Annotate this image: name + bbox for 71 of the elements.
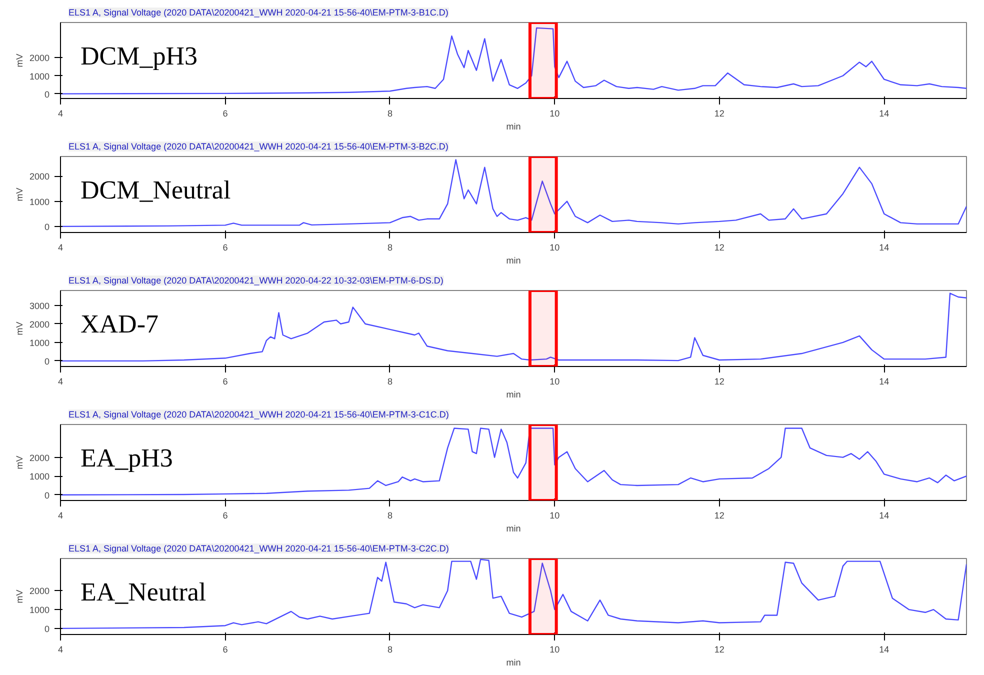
x-tick-label: 6: [222, 510, 228, 520]
x-axis-title: min: [506, 524, 521, 534]
y-axis-title: mV: [14, 322, 24, 336]
y-tick-label: 0: [44, 624, 50, 634]
x-tick-label: 8: [387, 242, 392, 252]
y-tick-label: 3000: [29, 300, 50, 311]
chart-title: ELS1 A, Signal Voltage (2020 DATA\20200421_WWH 2020-04-21 15-56-40\EM-PTM-3-C1C.D): [68, 410, 449, 420]
y-tick-label: 0: [44, 356, 50, 366]
y-tick-label: 2000: [29, 53, 50, 64]
x-tick-label: 10: [550, 242, 560, 252]
x-tick-label: 4: [58, 510, 64, 520]
x-tick-label: 6: [222, 108, 228, 118]
x-tick-label: 8: [387, 510, 392, 520]
y-tick-label: 2000: [29, 319, 50, 330]
x-tick-label: 12: [714, 510, 724, 520]
x-tick-label: 10: [550, 376, 560, 386]
annotation: EA_Neutral: [80, 578, 206, 606]
y-axis-title: mV: [14, 54, 24, 68]
y-tick-label: 1000: [29, 605, 50, 616]
x-tick-label: 14: [879, 376, 890, 386]
y-axis-title: mV: [14, 456, 24, 470]
x-tick-label: 6: [222, 242, 228, 252]
y-tick-label: 0: [44, 490, 50, 500]
line-series: [60, 159, 966, 228]
annotation: XAD-7: [80, 310, 158, 338]
y-tick-label: 1000: [29, 472, 50, 482]
x-tick-label: 14: [879, 510, 890, 520]
line-series: [60, 428, 966, 496]
x-tick-label: 12: [714, 108, 724, 118]
x-tick-label: 10: [550, 644, 560, 654]
x-tick-label: 4: [58, 376, 64, 386]
y-tick-label: 2000: [29, 172, 50, 182]
x-tick-label: 8: [387, 644, 392, 654]
annotation: DCM_pH3: [80, 42, 198, 70]
y-tick-label: 1000: [29, 71, 50, 82]
line-series: [60, 292, 966, 362]
x-tick-label: 10: [550, 510, 560, 520]
x-tick-label: 6: [222, 644, 228, 654]
x-axis-title: min: [506, 256, 521, 266]
x-tick-label: 8: [387, 108, 392, 118]
x-axis-title: min: [506, 122, 521, 132]
x-tick-label: 14: [879, 108, 890, 118]
line-series: [60, 27, 966, 94]
chart-title: ELS1 A, Signal Voltage (2020 DATA\20200421_WWH 2020-04-21 15-56-40\EM-PTM-3-B2C.D): [68, 142, 448, 152]
y-tick-label: 0: [44, 89, 50, 100]
x-tick-label: 10: [550, 108, 560, 118]
x-tick-label: 4: [58, 242, 64, 252]
y-tick-label: 2000: [29, 586, 50, 596]
line-series: [60, 558, 966, 630]
y-tick-label: 1000: [29, 196, 50, 207]
y-axis-title: mV: [14, 188, 24, 202]
y-axis-title: mV: [14, 590, 24, 604]
x-tick-label: 12: [714, 644, 724, 654]
x-tick-label: 8: [387, 376, 392, 386]
x-tick-label: 12: [714, 242, 724, 252]
y-tick-label: 0: [44, 222, 50, 232]
x-tick-label: 14: [879, 644, 890, 654]
y-tick-label: 2000: [29, 452, 50, 463]
x-tick-label: 4: [58, 644, 64, 654]
x-tick-label: 4: [58, 108, 64, 118]
x-tick-label: 6: [222, 376, 228, 386]
x-axis-title: min: [506, 390, 521, 400]
y-tick-label: 1000: [29, 338, 50, 348]
x-tick-label: 12: [714, 376, 724, 386]
annotation: EA_pH3: [80, 444, 173, 472]
x-tick-label: 14: [879, 242, 890, 252]
x-axis-title: min: [506, 658, 521, 668]
chart-title: ELS1 A, Signal Voltage (2020 DATA\20200421_WWH 2020-04-21 15-56-40\EM-PTM-3-B1C.D): [68, 8, 448, 18]
annotation: DCM_Neutral: [80, 176, 231, 204]
chart-title: ELS1 A, Signal Voltage (2020 DATA\20200421_WWH 2020-04-22 10-32-03\EM-PTM-6-DS.D): [68, 276, 444, 286]
chart-title: ELS1 A, Signal Voltage (2020 DATA\20200421_WWH 2020-04-21 15-56-40\EM-PTM-3-C2C.D): [68, 544, 449, 554]
